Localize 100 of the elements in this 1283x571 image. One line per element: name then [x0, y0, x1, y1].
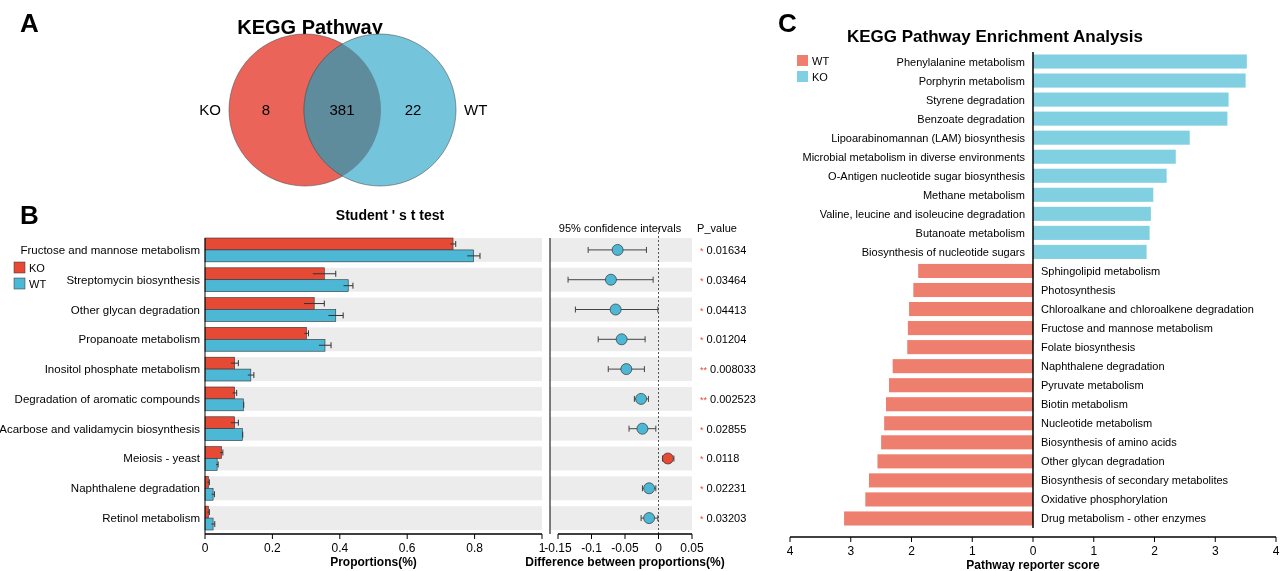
legend-label: KO — [812, 71, 829, 83]
y-tick-label: Fructose and mannose metabolism — [20, 243, 200, 256]
point — [620, 363, 633, 375]
bar — [881, 435, 1033, 450]
x-axis-title: Proportions(%) — [330, 555, 417, 569]
y-tick-label: Inositol phosphate metabolism — [44, 363, 200, 376]
y-tick-label: Fructose and mannose metabolism — [1041, 322, 1213, 335]
bar — [1033, 92, 1229, 107]
x-axis-title: Pathway reporter score — [966, 558, 1101, 571]
text: * 0.01634 — [700, 243, 747, 256]
bar — [889, 378, 1033, 393]
bar — [909, 302, 1033, 317]
bar — [884, 416, 1033, 431]
chart-title: KEGG Pathway Enrichment Analysis — [846, 27, 1144, 46]
y-tick-label: Drug metabolism - other enzymes — [1041, 512, 1207, 525]
bar — [892, 359, 1033, 374]
x-tick-label: 0.2 — [264, 541, 282, 555]
y-tick-label: Propanoate metabolism — [78, 333, 200, 346]
x-tick-label: 4 — [786, 544, 794, 558]
bar — [868, 473, 1033, 488]
y-tick-label: O-Antigen nucleotide sugar biosynthesis — [828, 169, 1026, 182]
bar — [1033, 206, 1151, 221]
y-tick-label: Naphthalene degradation — [70, 482, 200, 495]
legend-label: WT — [29, 278, 47, 290]
text: KO — [199, 101, 221, 118]
text: P_value — [697, 222, 737, 234]
y-tick-label: Chloroalkane and chloroalkene degradation — [1041, 303, 1254, 316]
data-label: 22 — [404, 101, 422, 118]
x-tick-label: 0.05 — [680, 541, 704, 555]
point — [643, 512, 655, 524]
text: * 0.02231 — [700, 482, 747, 495]
x-tick-label: 0.6 — [398, 541, 416, 555]
legend-label: KO — [29, 262, 46, 274]
y-tick-label: Nucleotide metabolism — [1041, 417, 1153, 430]
text: A — [20, 8, 39, 38]
y-tick-label: Microbial metabolism in diverse environments — [802, 150, 1026, 163]
y-tick-label: Phenylalanine metabolism — [896, 55, 1025, 68]
y-tick-label: Styrene degradation — [925, 93, 1025, 106]
x-tick-label: -0.15 — [544, 541, 572, 555]
text: * 0.03203 — [700, 512, 747, 525]
y-tick-label: Biosynthesis of amino acids — [1041, 436, 1178, 449]
bar — [1033, 168, 1167, 183]
bar — [1033, 130, 1190, 145]
bar — [1033, 225, 1150, 240]
x-tick-label: 4 — [1272, 544, 1280, 558]
text: B — [20, 200, 39, 230]
x-axis-title: Difference between proportions(%) — [525, 555, 725, 569]
y-tick-label: Biotin metabolism — [1041, 398, 1128, 411]
y-tick-label: Valine, leucine and isoleucine degradation — [819, 207, 1025, 220]
y-tick-label: Degradation of aromatic compounds — [14, 392, 201, 405]
bar — [1033, 244, 1147, 259]
bar — [907, 321, 1033, 336]
text: WT — [464, 101, 488, 118]
x-tick-label: 3 — [1211, 544, 1219, 558]
legend-label: WT — [812, 55, 830, 67]
x-tick-label: 0.4 — [331, 541, 349, 555]
bar — [907, 340, 1033, 355]
y-tick-label: Methane metabolism — [922, 188, 1025, 201]
x-tick-label: -0.1 — [581, 541, 603, 555]
y-tick-label: Acarbose and validamycin biosynthesis — [0, 422, 201, 435]
text: * 0.02855 — [700, 422, 747, 435]
chart-title: 95% confidence intervals — [558, 222, 682, 234]
bar — [877, 454, 1033, 469]
y-tick-label: Oxidative phosphorylation — [1041, 493, 1168, 506]
text: ** 0.008033 — [700, 363, 756, 376]
text: * 0.04413 — [700, 303, 747, 316]
y-tick-label: Other glycan degradation — [1041, 455, 1165, 468]
y-tick-label: Meiosis - yeast — [123, 452, 201, 465]
y-tick-label: Sphingolipid metabolism — [1041, 264, 1161, 277]
x-tick-label: -0.05 — [611, 541, 639, 555]
point — [611, 244, 624, 256]
x-tick-label: 2 — [1151, 544, 1159, 558]
y-tick-label: Biosynthesis of nucleotide sugars — [861, 245, 1026, 258]
y-tick-label: Folate biosynthesis — [1041, 341, 1136, 354]
point — [615, 333, 628, 346]
x-tick-label: 1 — [968, 544, 976, 558]
y-tick-label: Benzoate degradation — [917, 112, 1025, 125]
text: * 0.01204 — [700, 333, 747, 346]
x-tick-label: 0.8 — [466, 541, 484, 555]
y-tick-label: Streptomycin biosynthesis — [66, 273, 201, 286]
bar — [1033, 111, 1228, 126]
text: C — [778, 8, 797, 38]
bar — [844, 511, 1033, 526]
bar — [918, 263, 1033, 278]
x-tick-label: 0 — [1029, 544, 1037, 558]
point — [636, 422, 649, 435]
y-tick-label: Retinol metabolism — [102, 512, 200, 525]
point — [643, 482, 655, 495]
y-tick-label: Lipoarabinomannan (LAM) biosynthesis — [831, 131, 1026, 144]
data-label: 381 — [329, 101, 355, 118]
bar — [1033, 73, 1246, 88]
x-tick-label: 1 — [538, 541, 546, 555]
chart-title: Student ' s t test — [335, 207, 445, 223]
text: KEGG Pathway — [237, 16, 384, 38]
y-tick-label: Biosynthesis of secondary metabolites — [1041, 474, 1229, 487]
x-tick-label: 2 — [908, 544, 916, 558]
bar — [885, 397, 1033, 412]
text: * 0.03464 — [700, 273, 747, 286]
y-tick-label: Porphyrin metabolism — [918, 74, 1025, 87]
data-label: 8 — [261, 101, 271, 118]
